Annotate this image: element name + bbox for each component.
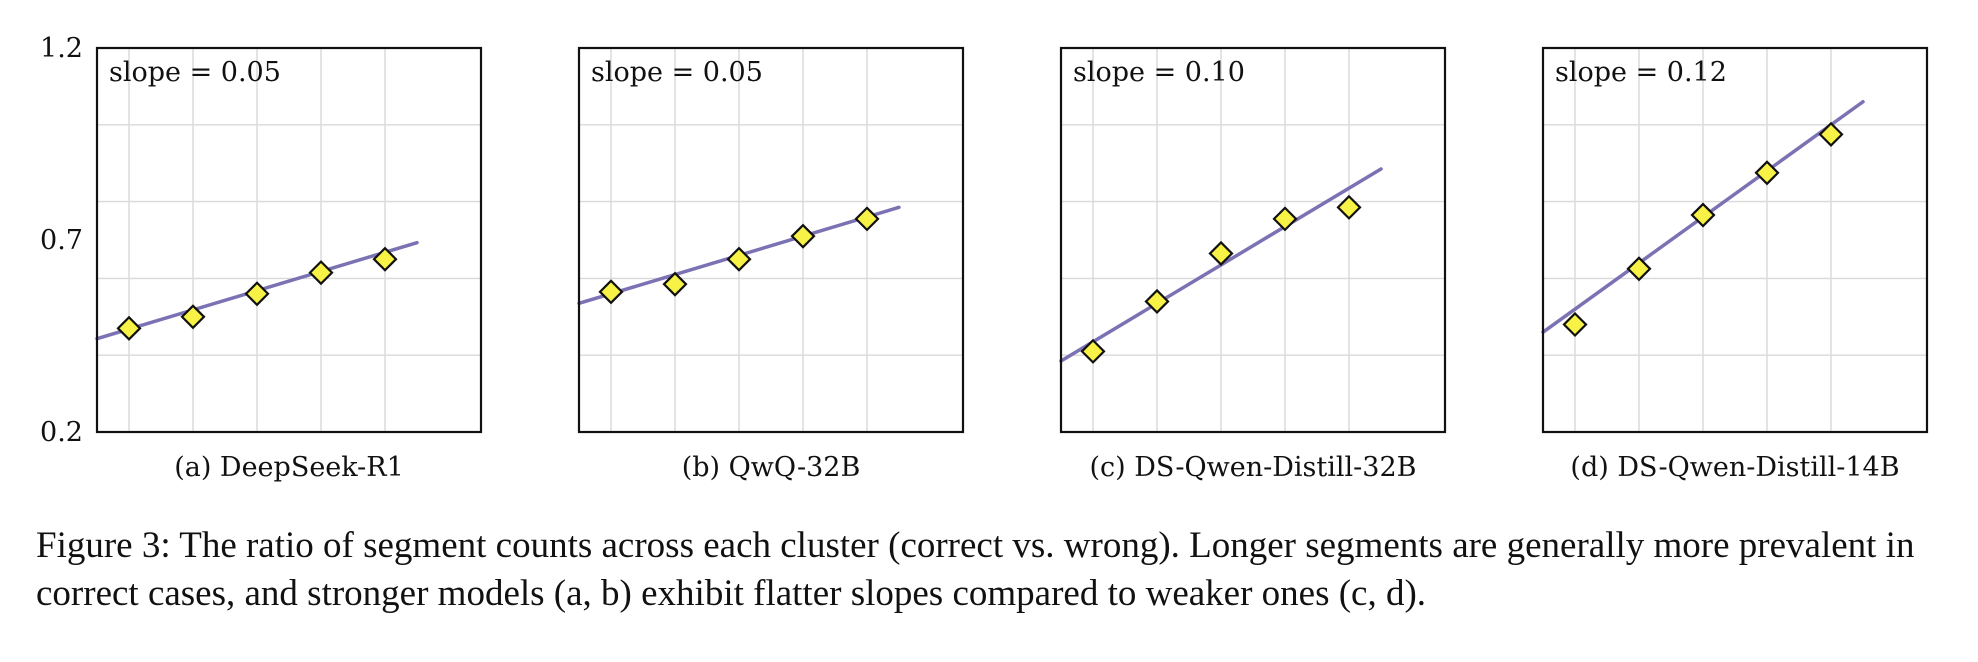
panel-0-point-1 xyxy=(180,304,206,330)
panel-1-point-2 xyxy=(726,246,752,272)
panel-1-frame xyxy=(577,46,965,434)
panel-3-frame xyxy=(1541,46,1929,434)
panel-3-subtitle: (d) DS-Qwen-Distill-14B xyxy=(1570,452,1899,483)
y-tick-label-0: 0.2 xyxy=(40,417,83,448)
panel-0-point-3 xyxy=(308,260,334,286)
panel-0-subtitle: (a) DeepSeek-R1 xyxy=(174,452,404,483)
panel-2-point-0 xyxy=(1080,338,1106,364)
panel-0-point-2 xyxy=(244,281,270,307)
panel-1-subtitle: (b) QwQ-32B xyxy=(682,452,861,483)
panel-1-point-1 xyxy=(662,271,688,297)
panel-2-point-4 xyxy=(1336,194,1362,220)
panel-3-point-2 xyxy=(1690,202,1716,228)
panel-2-point-2 xyxy=(1208,240,1234,266)
panel-3-slope-annotation: slope = 0.12 xyxy=(1555,57,1727,88)
panel-0-point-4 xyxy=(372,246,398,272)
panel-2-point-1 xyxy=(1144,288,1170,314)
panel-1-point-0 xyxy=(598,279,624,305)
panel-0-slope-annotation: slope = 0.05 xyxy=(109,57,281,88)
panel-2-frame xyxy=(1059,46,1447,434)
panel-2-point-3 xyxy=(1272,206,1298,232)
figure-caption: Figure 3: The ratio of segment counts ac… xyxy=(36,525,1915,614)
panel-3-point-3 xyxy=(1754,160,1780,186)
panel-3-point-4 xyxy=(1818,121,1844,147)
panel-1-slope-annotation: slope = 0.05 xyxy=(591,57,763,88)
panel-2-subtitle: (c) DS-Qwen-Distill-32B xyxy=(1090,452,1417,483)
panel-3-point-0 xyxy=(1562,311,1588,338)
panel-0-frame xyxy=(95,46,483,434)
y-tick-label-1: 0.7 xyxy=(40,225,83,256)
panel-0-point-0 xyxy=(116,315,142,341)
y-tick-label-2: 1.2 xyxy=(40,33,83,64)
panel-1-point-3 xyxy=(790,223,816,249)
panel-1-point-4 xyxy=(854,206,880,232)
panel-3-point-1 xyxy=(1626,256,1652,282)
panel-2-slope-annotation: slope = 0.10 xyxy=(1073,57,1245,88)
